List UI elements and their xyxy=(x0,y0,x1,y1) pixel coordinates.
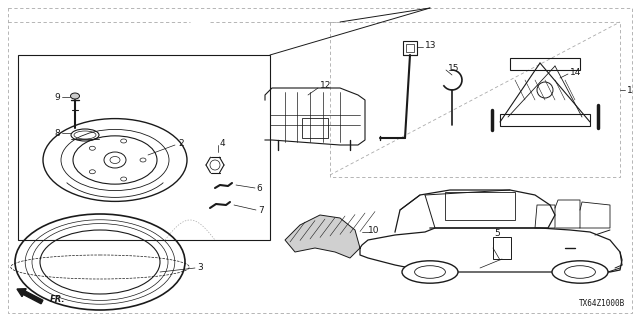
Bar xyxy=(18,55,270,240)
Text: 12: 12 xyxy=(320,81,332,90)
FancyArrow shape xyxy=(17,289,43,304)
Bar xyxy=(403,41,417,55)
Text: FR.: FR. xyxy=(50,295,65,305)
Text: 13: 13 xyxy=(425,41,436,50)
Bar xyxy=(493,237,511,259)
Bar xyxy=(406,44,414,52)
Text: TX64Z1000B: TX64Z1000B xyxy=(579,299,625,308)
Text: 4: 4 xyxy=(220,139,226,148)
Text: 8: 8 xyxy=(54,129,60,138)
Text: 5: 5 xyxy=(494,228,500,237)
Bar xyxy=(500,114,590,126)
Text: 1: 1 xyxy=(627,85,633,94)
Text: 7: 7 xyxy=(258,205,264,214)
Text: 3: 3 xyxy=(197,263,203,273)
Bar xyxy=(330,22,620,177)
Text: 9: 9 xyxy=(54,92,60,101)
Text: 6: 6 xyxy=(256,183,262,193)
Text: 2: 2 xyxy=(178,139,184,148)
Ellipse shape xyxy=(402,261,458,283)
Polygon shape xyxy=(285,215,360,258)
Ellipse shape xyxy=(70,93,79,99)
Text: 15: 15 xyxy=(448,63,460,73)
Bar xyxy=(302,118,328,138)
Text: 10: 10 xyxy=(368,226,380,235)
Ellipse shape xyxy=(552,261,608,283)
Bar xyxy=(445,192,515,220)
Text: 14: 14 xyxy=(570,68,581,76)
Bar xyxy=(510,58,580,70)
